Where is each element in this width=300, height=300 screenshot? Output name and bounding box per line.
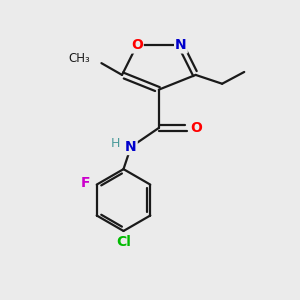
Text: N: N (175, 38, 187, 52)
Text: O: O (190, 121, 202, 135)
Text: F: F (81, 176, 90, 190)
Text: Cl: Cl (116, 235, 131, 249)
Text: N: N (125, 140, 137, 154)
Text: CH₃: CH₃ (68, 52, 90, 65)
Text: H: H (111, 137, 120, 150)
Text: O: O (131, 38, 143, 52)
